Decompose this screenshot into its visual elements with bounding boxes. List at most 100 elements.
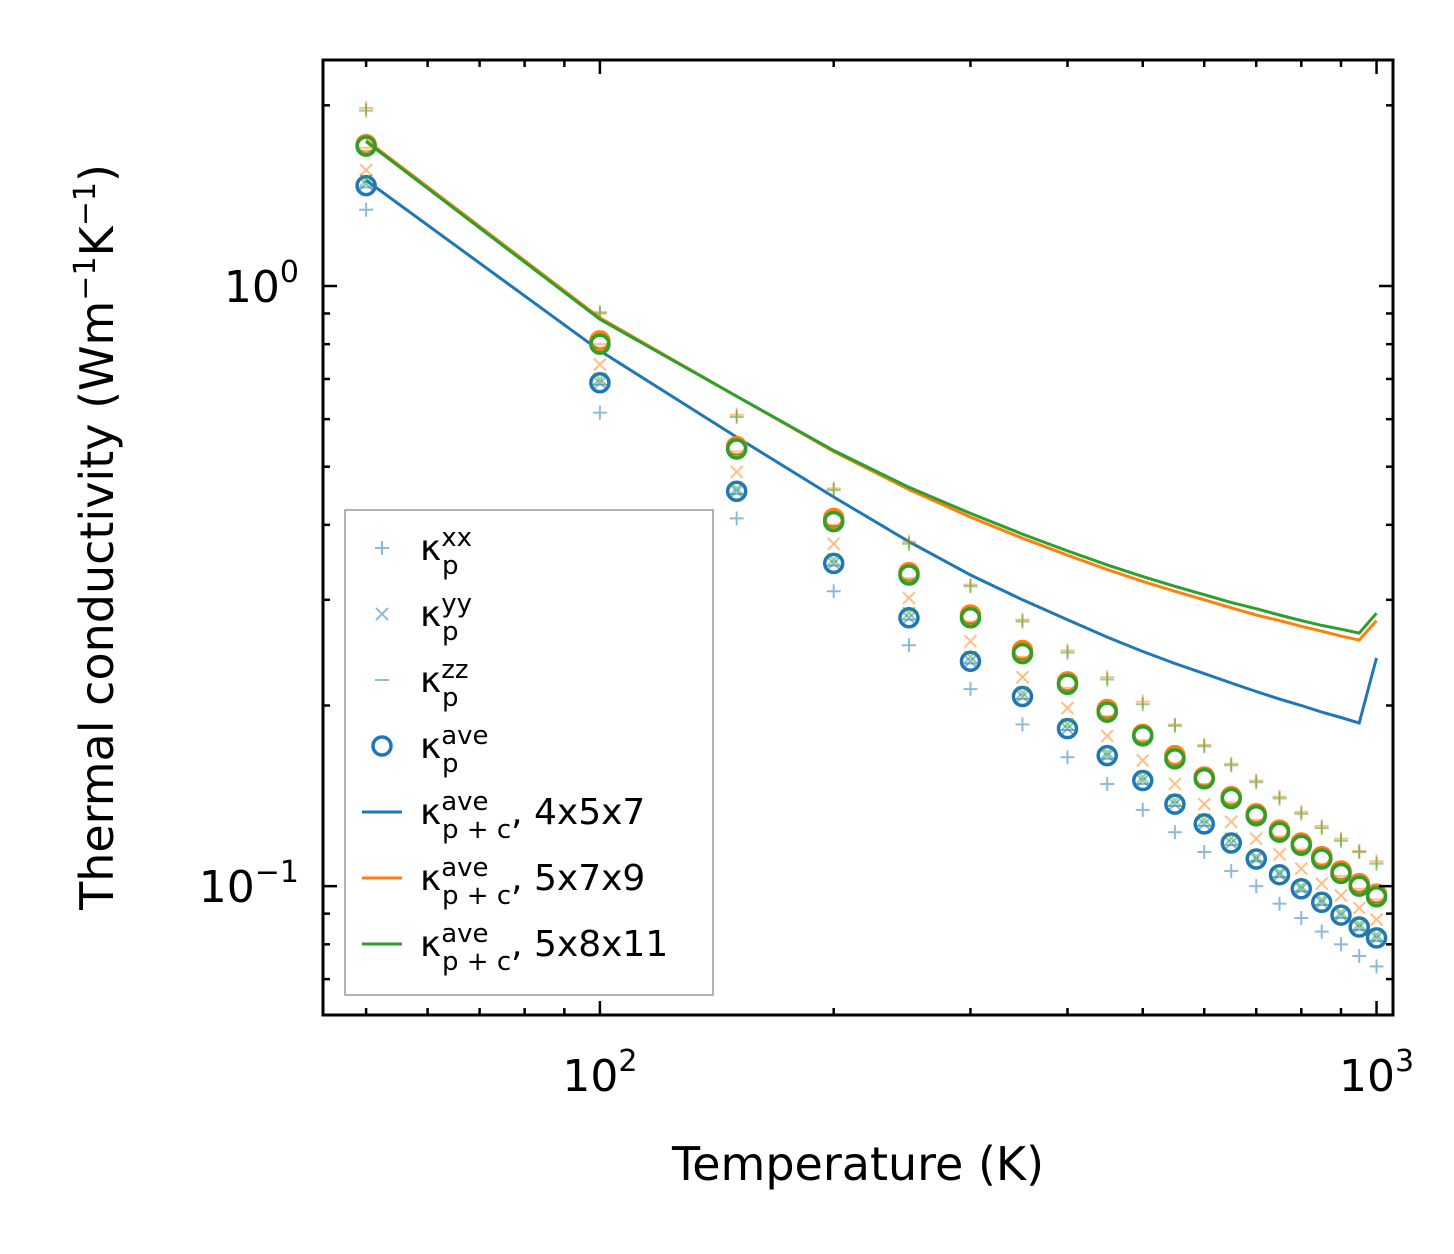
series-9-point-16 <box>1315 892 1329 907</box>
series-3-point-3 <box>822 552 845 575</box>
series-5-point-14-d2 <box>1272 847 1287 862</box>
series-3-point-14-ring <box>1268 863 1291 886</box>
series-9-point-12-d2 <box>1224 831 1238 846</box>
series-9-point-10-d2 <box>1168 793 1182 808</box>
legend: κxx p κyy p κzz p κave p κave p + c, 4x5x7 κave p +… <box>344 509 714 996</box>
series-5-point-14 <box>1272 847 1287 862</box>
series-1-point-2 <box>729 484 744 498</box>
series-1-point-5-d2 <box>963 654 978 668</box>
series-3-point-7 <box>1056 717 1079 740</box>
series-5-point-16 <box>1315 876 1329 891</box>
series-8-point-3 <box>826 483 841 498</box>
series-5-point-18-d2 <box>1352 901 1366 915</box>
series-8-point-17 <box>1334 833 1349 848</box>
series-5-point-6-d2 <box>1015 670 1030 684</box>
series-11-point-6 <box>1011 642 1034 665</box>
series-9-point-7-d2 <box>1060 717 1075 732</box>
legend-label-0: κxx p <box>420 523 472 581</box>
series-9-point-14-d2 <box>1272 865 1287 879</box>
series-1-point-7 <box>1060 721 1075 736</box>
series-11-point-5-ring <box>959 607 982 629</box>
series-0-point-18 <box>1352 948 1367 963</box>
series-5-point-9 <box>1136 753 1150 768</box>
series-1-point-16 <box>1315 895 1329 909</box>
series-11-point-18-ring <box>1348 875 1370 897</box>
series-5-point-11-d2 <box>1197 797 1211 811</box>
series-3-point-11 <box>1193 813 1215 835</box>
series-11-point-3 <box>822 510 845 533</box>
series-5-point-19-d2 <box>1369 912 1384 927</box>
series-8-point-8 <box>1100 672 1115 687</box>
series-5-point-17 <box>1334 888 1348 903</box>
series-9-point-9-d2 <box>1136 770 1150 784</box>
series-11-point-17-ring <box>1330 862 1352 885</box>
series-3-point-0-ring <box>355 174 377 197</box>
series-5-point-10-d2 <box>1168 777 1182 791</box>
series-5-point-4 <box>902 591 916 605</box>
series-9-point-0-d2 <box>359 173 373 188</box>
series-8-point-14 <box>1272 791 1287 806</box>
series-11-point-2 <box>725 438 748 460</box>
legend-label-2: κzz p <box>420 655 469 713</box>
legend-entry-6: κave p + c, 5x8x11 <box>362 919 668 977</box>
series-9-point-8 <box>1100 745 1114 760</box>
series-1-point-14 <box>1272 867 1287 882</box>
series-11-point-6-ring <box>1011 642 1034 665</box>
series-11-point-1-ring <box>589 333 611 355</box>
series-9-point-15 <box>1294 879 1308 893</box>
series-5-point-3 <box>826 537 841 551</box>
plot-frame <box>321 58 1395 1017</box>
series-9-point-19-d2 <box>1369 928 1384 942</box>
series-5-point-15-d2 <box>1294 861 1308 876</box>
series-8-point-19 <box>1369 856 1384 871</box>
series-1-point-3-d2 <box>826 556 841 571</box>
series-8-point-11 <box>1197 739 1212 754</box>
y-tick-label-0: 100 <box>224 255 299 313</box>
series-3-point-4-ring <box>898 607 920 629</box>
series-1-point-3 <box>826 556 841 571</box>
series-9-point-2 <box>729 481 744 496</box>
series-0-point-1 <box>592 405 607 420</box>
series-9-point-5 <box>963 650 978 664</box>
series-9-point-15-d2 <box>1294 879 1308 893</box>
series-11-point-15-ring <box>1290 834 1313 856</box>
legend-label-3: κave p <box>420 721 489 779</box>
series-11-point-17 <box>1330 862 1352 885</box>
series-8-point-15 <box>1294 806 1309 821</box>
series-1-point-14-d2 <box>1272 867 1287 882</box>
series-3-point-8-ring <box>1096 744 1118 767</box>
series-0-point-17 <box>1334 937 1349 952</box>
series-9-point-2-d2 <box>729 481 744 496</box>
series-3-point-2 <box>725 480 748 503</box>
series-11-point-18 <box>1348 875 1370 897</box>
series-9-point-12 <box>1224 831 1238 846</box>
series-9-point-3 <box>826 552 841 567</box>
x-axis-title: Temperature (K) <box>671 1137 1044 1191</box>
series-line-12 <box>365 179 1378 725</box>
series-3-point-16 <box>1310 891 1333 914</box>
series-3-point-3-ring <box>822 552 845 575</box>
series-1-point-12-d2 <box>1224 836 1238 850</box>
series-1-point-17 <box>1334 908 1348 922</box>
series-9-point-3-d2 <box>826 552 841 567</box>
series-11-point-8 <box>1096 701 1118 723</box>
series-1-point-13-d2 <box>1249 852 1263 866</box>
series-0-point-14 <box>1272 896 1287 911</box>
series-5-point-1 <box>593 357 607 372</box>
series-5-point-13-d2 <box>1249 831 1263 846</box>
series-5-point-2-d2 <box>729 465 744 479</box>
tick-layer: 102 103 100 10−1 <box>199 60 1414 1102</box>
series-9-point-7 <box>1060 717 1075 732</box>
series-11-point-0-ring <box>355 135 377 157</box>
series-3-point-0 <box>355 174 377 197</box>
series-1-point-1 <box>593 376 607 390</box>
legend-marker-3 <box>371 735 393 757</box>
legend-entry-1: κyy p <box>375 589 472 647</box>
series-3-point-8 <box>1096 744 1118 767</box>
series-1-point-17-d2 <box>1334 908 1348 922</box>
series-9-point-18-d2 <box>1352 917 1366 931</box>
series-9-point-1-d2 <box>593 372 607 386</box>
series-5-point-12 <box>1224 815 1238 829</box>
series-11-point-1 <box>589 333 611 355</box>
series-1-point-7-d2 <box>1060 721 1075 736</box>
